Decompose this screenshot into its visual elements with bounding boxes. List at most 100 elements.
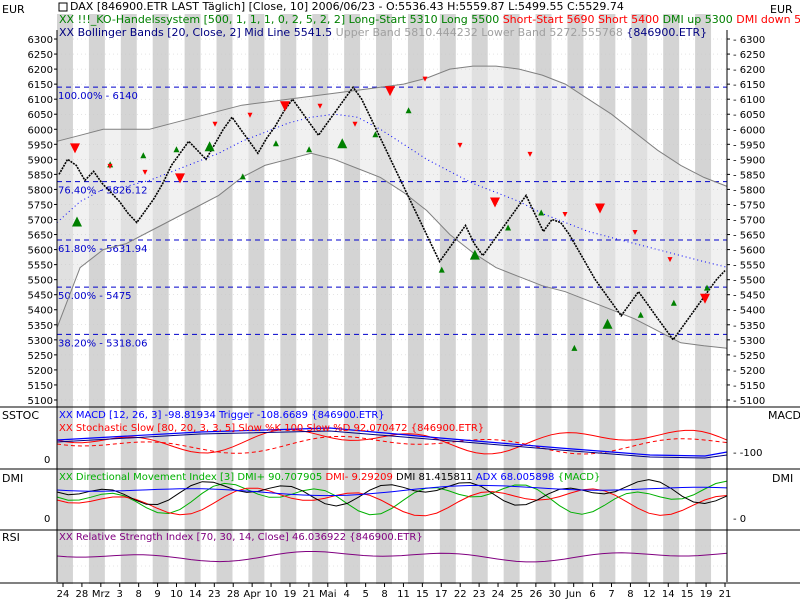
axes: 6300 - 6300 6250 - 6250 6200 - 6200 6150 - 6150… — [0, 30, 800, 584]
long-signal-triangle — [571, 344, 578, 351]
chart-title: DAX [846900.ETR LAST Täglich] [Close, 10… — [70, 0, 624, 13]
y-tick-label-left: 6000 — [28, 125, 53, 136]
long-signal-triangle — [337, 138, 348, 149]
y-tick-label-left: 5550 — [28, 261, 53, 272]
legend-part-0: XX !!!_KO-Handelssystem [500, 1, 1, 1, 0… — [59, 13, 345, 26]
dmi-legend-part-3: ADX 68.005898 — [473, 472, 555, 483]
x-tick-label: Mai — [319, 589, 337, 600]
fib-label: 50.00% - 5475 — [58, 291, 132, 302]
bb-legend-part-1: Upper Band 5810.444232 Lower Band 5272.5… — [332, 26, 623, 39]
long-signal-triangle — [405, 107, 412, 114]
y-tick-label-right: - 5800 — [733, 185, 765, 196]
long-signal-triangle — [538, 209, 545, 216]
short-signal-triangle — [317, 103, 323, 109]
dmi-line — [56, 479, 728, 507]
macd-left-label: SSTOC — [2, 409, 39, 422]
x-tick-label: 21 — [303, 589, 316, 600]
right-axis-label: EUR — [770, 3, 793, 16]
day-stripe — [184, 14, 201, 584]
short-signal-triangle — [667, 257, 673, 263]
y-tick-label-right: - 5850 — [733, 170, 765, 181]
long-signal-triangle — [204, 141, 215, 152]
long-signal-triangle — [140, 152, 147, 159]
dmi-minus-line — [56, 487, 728, 517]
y-tick-label-right: - 5750 — [733, 200, 765, 211]
y-tick-label-left: 5200 — [28, 366, 53, 377]
x-tick-label: 24 — [492, 589, 505, 600]
dmi-legend-part-1: DMI- 9.29209 — [322, 472, 393, 483]
y-tick-label-right: - 5900 — [733, 155, 765, 166]
short-signal-triangle — [422, 76, 428, 82]
y-tick-label-right: - 6250 — [733, 50, 765, 61]
bollinger-fill — [57, 66, 727, 349]
title-marker-icon — [58, 2, 68, 12]
trading-system-legend: XX !!!_KO-Handelssystem [500, 1, 1, 1, 0… — [59, 13, 800, 26]
indicator-panels: SSTOC MACD 0 - -100 XX MACD [12, 26, 3] -98.… — [0, 406, 800, 567]
mid-line — [56, 113, 728, 268]
x-tick-label: 24 — [57, 589, 70, 600]
long-signal-triangle — [469, 249, 480, 260]
y-tick-label-right: - 5650 — [733, 231, 765, 242]
macd-legend: XX MACD [12, 26, 3] -98.81934 Trigger -1… — [59, 410, 385, 421]
legend-part-5: DMI up 5300 — [659, 13, 733, 26]
x-tick-label: 25 — [511, 589, 524, 600]
x-tick-label: 8 — [381, 589, 387, 600]
x-tick-label: 26 — [529, 589, 542, 600]
x-tick-label: 10 — [170, 589, 183, 600]
x-tick-label: 12 — [643, 589, 656, 600]
x-tick-label: Mrz — [92, 589, 110, 600]
adx-line — [56, 484, 728, 497]
y-tick-label-right: - 5450 — [733, 291, 765, 302]
y-tick-label-left: 6300 — [28, 35, 53, 46]
fib-label: 76.40% - 5826.12 — [58, 186, 147, 197]
short-signal-triangle — [527, 151, 533, 157]
x-tick-label: 9 — [154, 589, 160, 600]
x-tick-label: 15 — [681, 589, 694, 600]
y-tick-label-left: 5800 — [28, 185, 53, 196]
y-tick-label-right: - 6150 — [733, 80, 765, 91]
short-signal-triangle — [457, 142, 463, 148]
y-tick-label-right: - 6300 — [733, 35, 765, 46]
y-tick-label-right: - 5250 — [733, 351, 765, 362]
x-tick-label: 28 — [76, 589, 89, 600]
y-tick-label-left: 6250 — [28, 50, 53, 61]
y-tick-label-right: - 5500 — [733, 276, 765, 287]
long-signal-triangle — [173, 146, 180, 153]
short-signal-triangle — [352, 121, 358, 127]
dmi-left-label: DMI — [2, 472, 23, 485]
short-signal-triangle — [562, 212, 568, 218]
y-tick-label-left: 5700 — [28, 216, 53, 227]
x-tick-label: 19 — [700, 589, 713, 600]
y-tick-label-right: - 5100 — [733, 396, 765, 407]
x-axis: 24 28 Mrz 3 8 9 10 14 23 28 Apr 10 19 21 Mai 4 5 8 11 15 17 2… — [57, 583, 731, 600]
y-tick-label-right: - 5700 — [733, 216, 765, 227]
x-tick-label: 23 — [208, 589, 221, 600]
macd-trigger-line — [56, 430, 728, 459]
y-tick-label-left: 5900 — [28, 155, 53, 166]
dmi-plus-line — [56, 480, 728, 516]
price-series — [56, 65, 728, 349]
y-tick-label-left: 5650 — [28, 231, 53, 242]
x-tick-label: 3 — [117, 589, 123, 600]
rsi-line — [56, 551, 728, 563]
x-tick-label: 4 — [344, 589, 350, 600]
legend-part-4: Short 5400 — [595, 13, 660, 26]
y-tick-label-left: 5450 — [28, 291, 53, 302]
short-signal-triangle — [107, 163, 113, 169]
y-tick-label-left: 5950 — [28, 140, 53, 151]
left-axis-label: EUR — [2, 3, 25, 16]
long-signal-triangle — [72, 216, 82, 227]
y-tick-label-right: - 5150 — [733, 381, 765, 392]
trade-signals — [70, 76, 710, 351]
y-tick-label-right: - 5600 — [733, 246, 765, 257]
bollinger-band-area — [57, 66, 727, 349]
x-tick-label: 23 — [473, 589, 486, 600]
long-signal-triangle — [306, 146, 313, 153]
y-tick-label-left: 5850 — [28, 170, 53, 181]
y-tick-label-left: 6200 — [28, 65, 53, 76]
short-signal-triangle — [490, 197, 500, 208]
y-tick-label-right: - 5400 — [733, 306, 765, 317]
rsi-legend: XX Relative Strength Index [70, 30, 14, … — [59, 532, 423, 543]
short-signal-triangle — [212, 121, 218, 127]
legend-part-6: DMI down 5490 — [733, 13, 800, 26]
